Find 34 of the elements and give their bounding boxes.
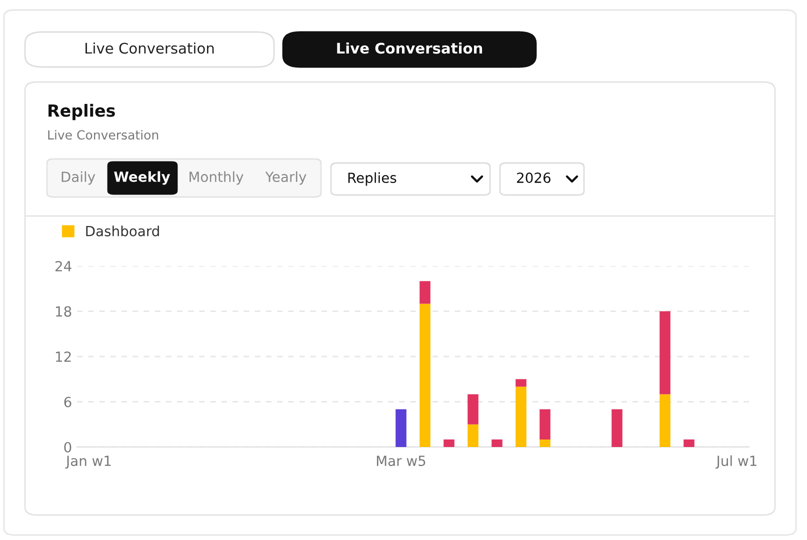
bar: [420, 281, 430, 304]
y-tick-label: 12: [56, 351, 71, 362]
bar: [660, 394, 670, 447]
bar: [468, 394, 478, 424]
bar: [516, 386, 526, 447]
bar: [516, 379, 526, 387]
text: Yearly: [265, 171, 306, 185]
text: Weekly: [114, 171, 170, 185]
y-tick-label: 24: [55, 260, 72, 272]
x-tick-label: Jan w1: [65, 456, 111, 469]
y-tick-label: 6: [64, 396, 72, 408]
chart-subtitle: Live Conversation: [48, 130, 158, 140]
bar: [660, 311, 670, 394]
y-tick-label: 18: [56, 306, 72, 317]
bar: [612, 409, 622, 447]
text: Replies: [348, 172, 396, 186]
bar: [396, 409, 406, 447]
legend-label: Dashboard: [86, 226, 159, 236]
chart-title: Replies: [48, 104, 115, 120]
bar: [684, 439, 694, 447]
text: Daily: [62, 171, 96, 185]
bar: [540, 409, 550, 440]
text: Live Conversation: [86, 42, 214, 54]
bar: [444, 439, 454, 447]
bar: [468, 424, 478, 447]
text: Monthly: [190, 171, 244, 185]
text: Live Conversation: [337, 42, 482, 54]
bar: [492, 439, 502, 447]
bar: [540, 439, 550, 447]
bar: [420, 304, 430, 447]
x-tick-label: Mar w5: [376, 456, 426, 466]
y-tick-label: 0: [64, 442, 72, 452]
text: 2026: [517, 172, 550, 184]
x-tick-label: Jul w1: [716, 455, 756, 469]
